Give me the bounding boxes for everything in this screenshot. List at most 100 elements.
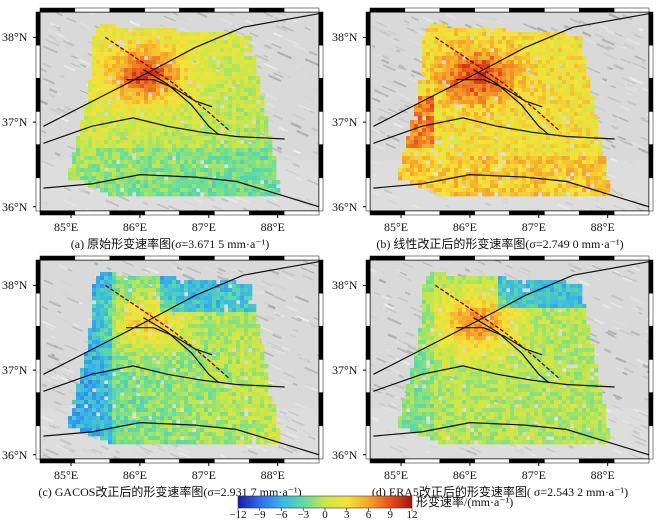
- deformation-cell: [168, 100, 173, 105]
- deformation-cell: [176, 128, 181, 133]
- deformation-cell: [486, 128, 491, 133]
- deformation-cell: [450, 112, 455, 117]
- deformation-cell: [228, 52, 233, 57]
- deformation-cell: [582, 116, 587, 121]
- deformation-cell: [188, 124, 193, 129]
- deformation-cell: [148, 48, 153, 53]
- deformation-cell: [538, 144, 543, 149]
- deformation-cell: [554, 132, 559, 137]
- deformation-cell: [426, 36, 431, 41]
- deformation-cell: [462, 92, 467, 97]
- deformation-cell: [228, 156, 233, 161]
- deformation-cell: [482, 148, 487, 153]
- deformation-cell: [184, 124, 189, 129]
- hillshade-ridge: [63, 64, 76, 72]
- deformation-cell: [188, 152, 193, 157]
- deformation-cell: [212, 100, 217, 105]
- deformation-cell: [522, 160, 527, 165]
- deformation-cell: [562, 44, 567, 49]
- deformation-cell: [462, 148, 467, 153]
- deformation-cell: [208, 88, 213, 93]
- deformation-cell: [92, 64, 97, 69]
- deformation-cell: [522, 136, 527, 141]
- deformation-cell: [240, 40, 245, 45]
- deformation-cell: [156, 92, 161, 97]
- deformation-cell: [228, 152, 233, 157]
- deformation-cell: [124, 148, 129, 153]
- deformation-cell: [446, 64, 451, 69]
- deformation-cell: [534, 32, 539, 37]
- deformation-cell: [224, 84, 229, 89]
- deformation-cell: [478, 40, 483, 45]
- deformation-cell: [188, 84, 193, 89]
- deformation-cell: [550, 176, 555, 181]
- deformation-cell: [514, 180, 519, 185]
- deformation-cell: [248, 176, 253, 181]
- hillshade-ridge: [378, 108, 393, 115]
- deformation-cell: [116, 100, 121, 105]
- deformation-cell: [120, 52, 125, 57]
- deformation-cell: [418, 84, 423, 89]
- deformation-cell: [458, 44, 463, 49]
- frame-segment-bottom: [474, 210, 510, 216]
- deformation-cell: [92, 144, 97, 149]
- deformation-cell: [558, 176, 563, 181]
- hillshade-ridge: [267, 39, 279, 45]
- deformation-cell: [546, 112, 551, 117]
- deformation-cell: [212, 96, 217, 101]
- deformation-cell: [506, 116, 511, 121]
- deformation-cell: [252, 156, 257, 161]
- deformation-cell: [224, 184, 229, 189]
- deformation-cell: [502, 172, 507, 177]
- deformation-cell: [88, 92, 93, 97]
- deformation-cell: [522, 72, 527, 77]
- deformation-cell: [454, 172, 459, 177]
- deformation-cell: [418, 172, 423, 177]
- hillshade-ridge: [606, 45, 614, 51]
- deformation-cell: [112, 116, 117, 121]
- deformation-cell: [542, 152, 547, 157]
- deformation-cell: [72, 168, 77, 173]
- deformation-cell: [598, 168, 603, 173]
- deformation-cell: [442, 24, 447, 29]
- deformation-cell: [498, 104, 503, 109]
- hillshade-ridge: [254, 46, 265, 53]
- deformation-cell: [590, 164, 595, 169]
- deformation-cell: [80, 172, 85, 177]
- deformation-cell: [522, 60, 527, 65]
- deformation-cell: [112, 192, 117, 197]
- deformation-cell: [438, 96, 443, 101]
- deformation-cell: [272, 164, 277, 169]
- deformation-cell: [152, 68, 157, 73]
- hillshade-ridge: [163, 15, 176, 22]
- deformation-cell: [228, 160, 233, 165]
- deformation-cell: [96, 152, 101, 157]
- deformation-cell: [228, 124, 233, 129]
- deformation-cell: [124, 184, 129, 189]
- deformation-cell: [100, 176, 105, 181]
- deformation-cell: [164, 56, 169, 61]
- deformation-cell: [120, 48, 125, 53]
- deformation-cell: [566, 92, 571, 97]
- deformation-cell: [76, 176, 81, 181]
- deformation-cell: [224, 120, 229, 125]
- deformation-cell: [180, 48, 185, 53]
- deformation-cell: [574, 156, 579, 161]
- deformation-cell: [272, 176, 277, 181]
- deformation-cell: [112, 96, 117, 101]
- deformation-cell: [184, 128, 189, 133]
- deformation-cell: [534, 48, 539, 53]
- deformation-cell: [474, 44, 479, 49]
- deformation-cell: [176, 148, 181, 153]
- deformation-cell: [88, 104, 93, 109]
- deformation-cell: [116, 112, 121, 117]
- deformation-cell: [208, 128, 213, 133]
- deformation-cell: [264, 120, 269, 125]
- deformation-cell: [96, 172, 101, 177]
- deformation-cell: [510, 184, 515, 189]
- deformation-cell: [160, 84, 165, 89]
- deformation-cell: [494, 60, 499, 65]
- deformation-cell: [562, 108, 567, 113]
- hillshade-ridge: [599, 79, 605, 84]
- deformation-cell: [164, 72, 169, 77]
